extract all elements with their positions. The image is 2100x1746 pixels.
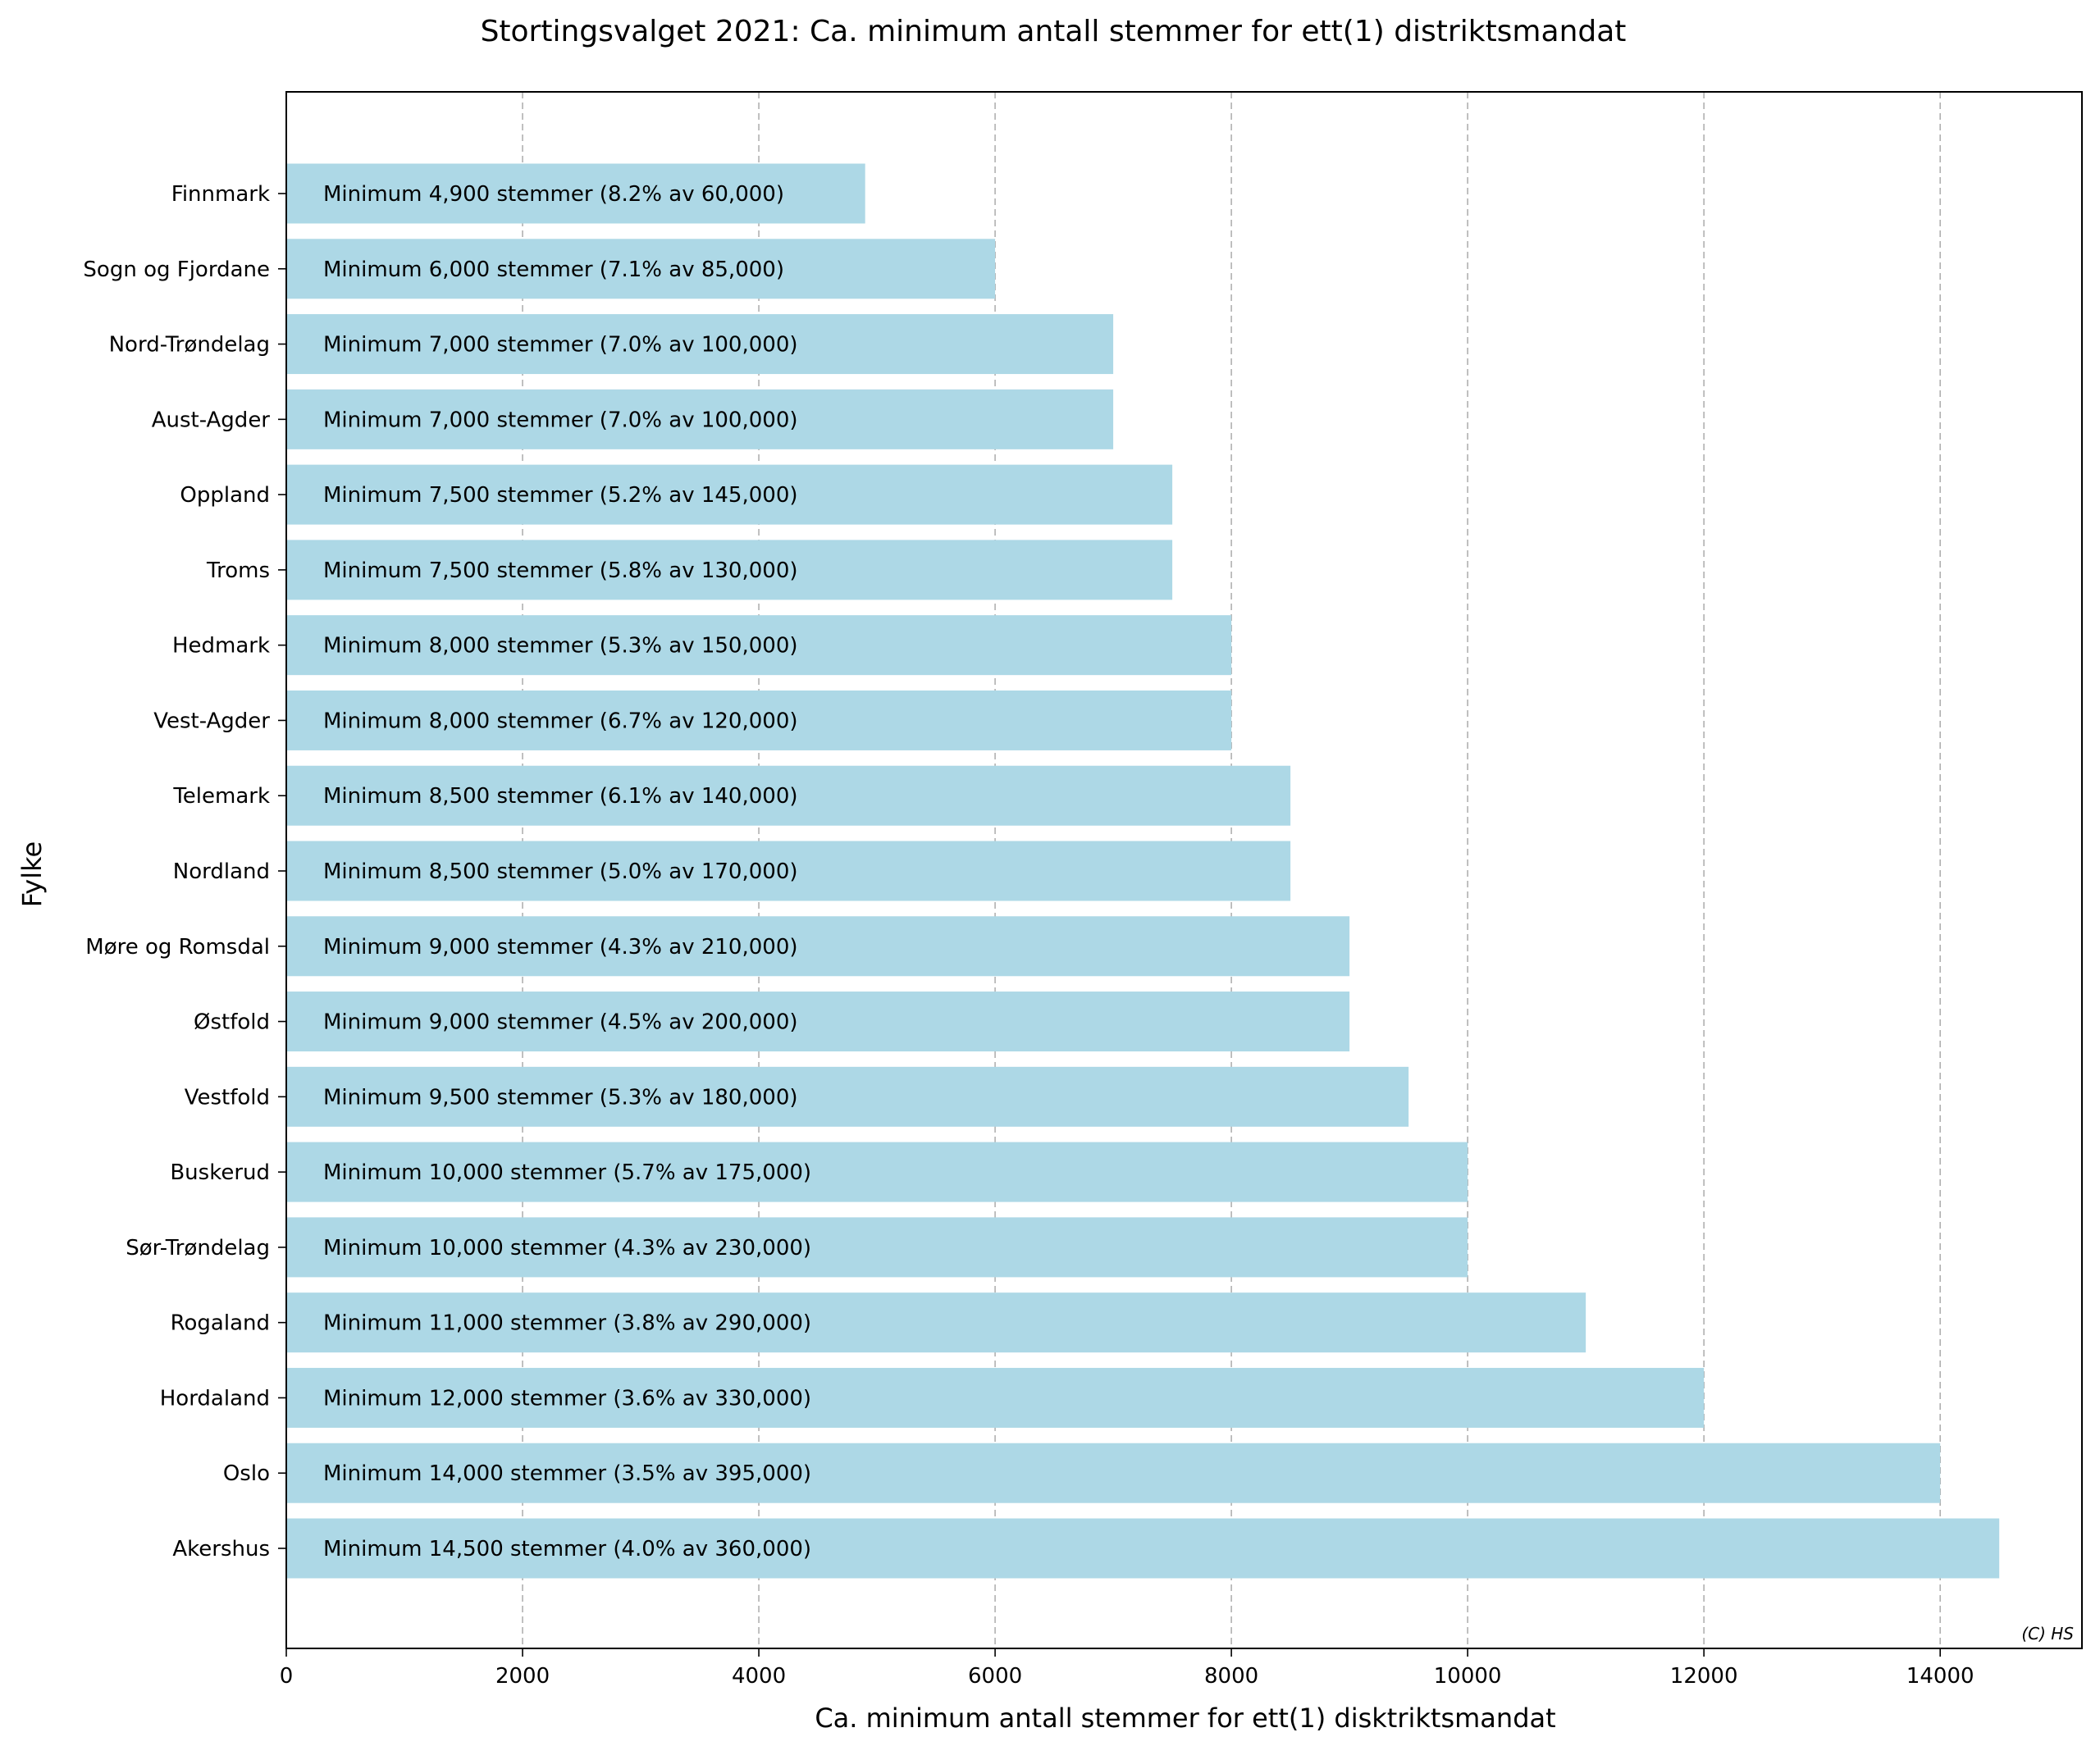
- x-tick-label: 4000: [732, 1664, 786, 1689]
- x-axis: 0 2000 4000 6000 8000 10000 12000 14000: [280, 1648, 1974, 1689]
- bar-label: Minimum 7,500 stemmer (5.8% av 130,000): [323, 558, 798, 583]
- bar: [286, 1518, 2000, 1579]
- y-axis: Finnmark Sogn og Fjordane Nord-Trøndelag Au…: [83, 182, 286, 1561]
- y-tick-label: Vest-Agder: [153, 709, 270, 733]
- bar: [286, 239, 996, 299]
- y-tick-label: Sogn og Fjordane: [83, 258, 270, 282]
- bar-label: Minimum 8,500 stemmer (6.1% av 140,000): [323, 784, 798, 809]
- bar-label: Minimum 14,000 stemmer (3.5% av 395,000): [323, 1461, 811, 1486]
- bar-label: Minimum 11,000 stemmer (3.8% av 290,000): [323, 1311, 811, 1336]
- bar-label: Minimum 7,000 stemmer (7.0% av 100,000): [323, 333, 798, 358]
- y-tick-label: Østfold: [194, 1010, 270, 1035]
- y-tick-label: Nord-Trøndelag: [109, 333, 270, 358]
- bar-label: Minimum 8,000 stemmer (5.3% av 150,000): [323, 634, 798, 659]
- bar-label: Minimum 6,000 stemmer (7.1% av 85,000): [323, 258, 784, 282]
- bar-label: Minimum 12,000 stemmer (3.6% av 330,000): [323, 1386, 811, 1411]
- x-tick-label: 8000: [1204, 1664, 1258, 1689]
- y-tick-label: Finnmark: [171, 182, 270, 207]
- y-tick-label: Hedmark: [172, 634, 270, 659]
- y-tick-label: Buskerud: [170, 1160, 270, 1185]
- bar-label: Minimum 9,000 stemmer (4.5% av 200,000): [323, 1010, 798, 1035]
- y-tick-label: Aust-Agder: [152, 408, 271, 432]
- credit-label: (C) HS: [2021, 1624, 2074, 1643]
- bar-labels: Minimum 4,900 stemmer (8.2% av 60,000) Mi…: [323, 182, 811, 1561]
- x-tick-label: 14000: [1906, 1664, 1974, 1689]
- bar: [286, 765, 1291, 826]
- bar-label: Minimum 14,500 stemmer (4.0% av 360,000): [323, 1537, 811, 1561]
- bar-label: Minimum 10,000 stemmer (4.3% av 230,000): [323, 1236, 811, 1260]
- bar: [286, 992, 1350, 1052]
- bar: [286, 540, 1173, 600]
- x-tick-label: 12000: [1670, 1664, 1738, 1689]
- y-tick-label: Vestfold: [185, 1085, 270, 1110]
- bar: [286, 1217, 1468, 1278]
- y-tick-label: Telemark: [172, 784, 270, 809]
- bar: [286, 314, 1114, 375]
- y-tick-label: Akershus: [172, 1537, 270, 1561]
- x-tick-label: 2000: [495, 1664, 550, 1689]
- bar: [286, 916, 1350, 977]
- bar-label: Minimum 9,500 stemmer (5.3% av 180,000): [323, 1085, 798, 1110]
- bar-label: Minimum 9,000 stemmer (4.3% av 210,000): [323, 935, 798, 960]
- x-tick-label: 0: [280, 1664, 294, 1689]
- y-tick-label: Møre og Romsdal: [85, 935, 270, 960]
- bar: [286, 690, 1232, 750]
- bar: [286, 1066, 1409, 1127]
- bar: [286, 1367, 1705, 1428]
- x-tick-label: 10000: [1434, 1664, 1502, 1689]
- y-tick-label: Rogaland: [171, 1311, 270, 1336]
- bar-label: Minimum 10,000 stemmer (5.7% av 175,000): [323, 1160, 811, 1185]
- chart-title: Stortingsvalget 2021: Ca. minimum antall…: [481, 15, 1627, 48]
- bar: [286, 1142, 1468, 1202]
- bar-label: Minimum 7,000 stemmer (7.0% av 100,000): [323, 408, 798, 432]
- bar-label: Minimum 4,900 stemmer (8.2% av 60,000): [323, 182, 784, 207]
- y-tick-label: Oppland: [180, 483, 270, 508]
- y-tick-label: Sør-Trøndelag: [126, 1236, 270, 1260]
- bar: [286, 389, 1114, 449]
- bars: [286, 163, 2000, 1579]
- bar: [286, 841, 1291, 901]
- bar-label: Minimum 7,500 stemmer (5.2% av 145,000): [323, 483, 798, 508]
- y-tick-label: Oslo: [223, 1461, 270, 1486]
- x-axis-label: Ca. minimum antall stemmer for ett(1) di…: [815, 1703, 1555, 1734]
- bar: [286, 163, 865, 224]
- bar: [286, 615, 1232, 676]
- bar: [286, 1443, 1941, 1503]
- bar-label: Minimum 8,000 stemmer (6.7% av 120,000): [323, 709, 798, 733]
- y-tick-label: Troms: [206, 558, 270, 583]
- y-axis-label: Fylke: [16, 841, 48, 907]
- plot-frame: [285, 91, 2083, 1649]
- y-tick-label: Hordaland: [160, 1386, 270, 1411]
- bar-label: Minimum 8,500 stemmer (5.0% av 170,000): [323, 859, 798, 884]
- bar: [286, 1292, 1586, 1353]
- bar: [286, 464, 1173, 525]
- x-tick-label: 6000: [968, 1664, 1022, 1689]
- y-tick-label: Nordland: [173, 859, 270, 884]
